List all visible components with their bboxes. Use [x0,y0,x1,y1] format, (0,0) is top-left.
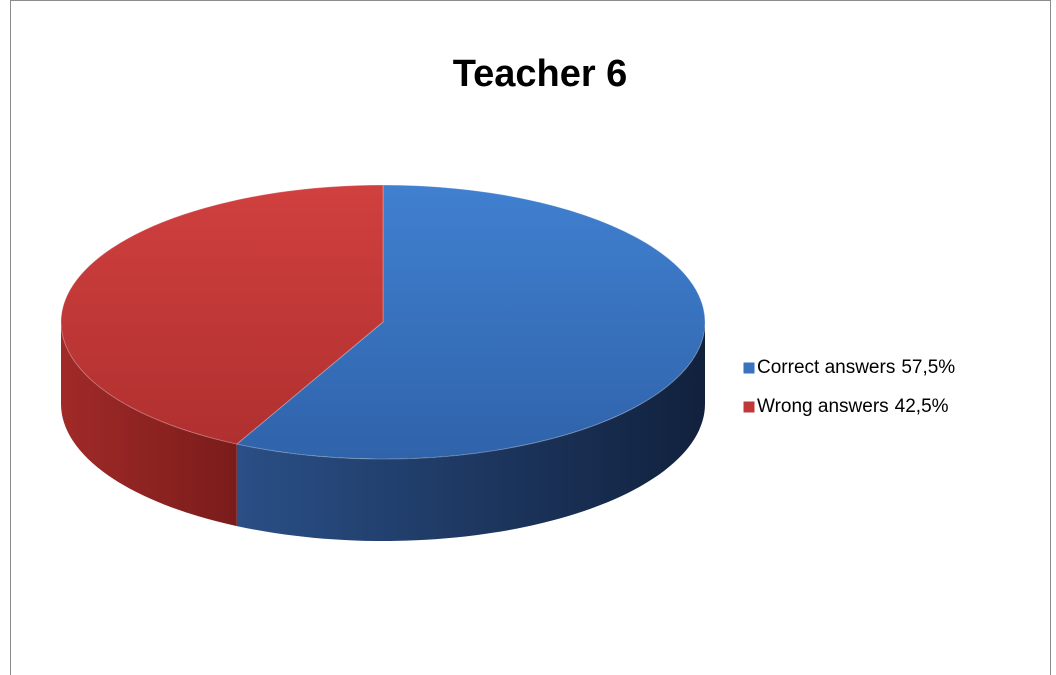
pie-slice [60,184,384,445]
pie-slice-side [236,322,705,541]
chart-frame [10,0,1051,675]
legend-label: Correct answers 57,5% [757,357,955,378]
chart-title: Teacher 6 [453,53,628,95]
legend-value: 57,5% [901,357,955,378]
legend-category: Wrong answers [757,396,889,417]
legend-swatch [742,361,756,375]
legend-swatch [742,400,756,414]
legend-category: Correct answers [757,357,895,378]
legend-label: Wrong answers 42,5% [757,396,949,417]
legend-value: 42,5% [895,396,949,417]
pie-slice-side [61,322,237,527]
pie-slice [235,184,706,460]
